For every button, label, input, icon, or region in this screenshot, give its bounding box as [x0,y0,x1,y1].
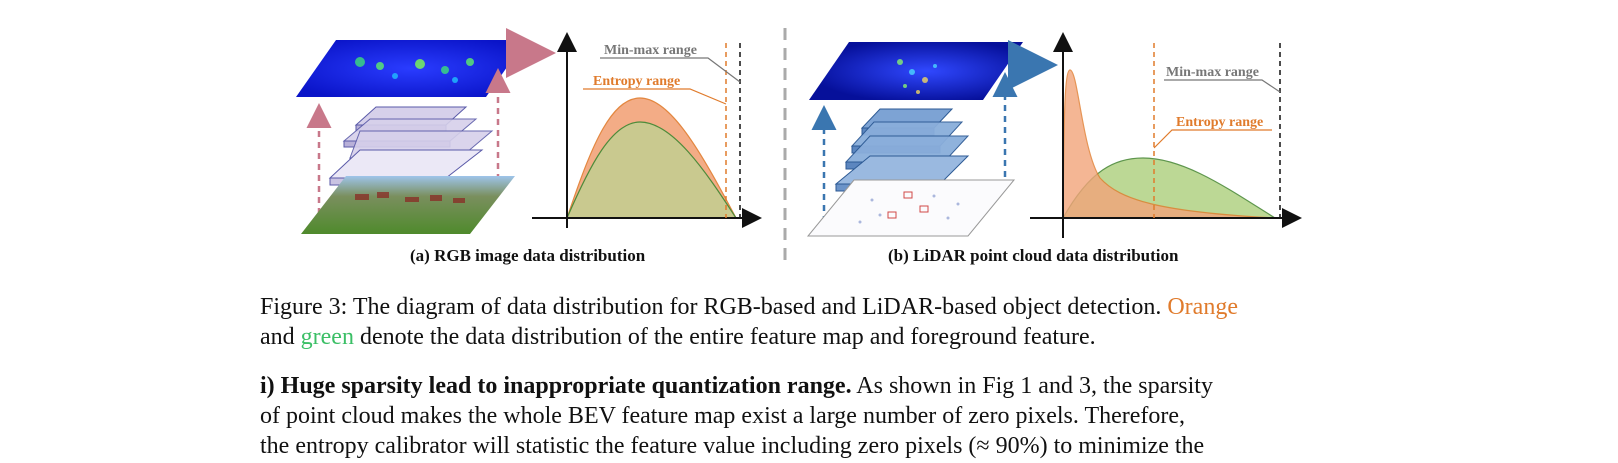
lidar-minmax-label: Min-max range [1166,65,1259,80]
rgb-foreground-distribution-curve [566,121,738,219]
caption-orange-word: Orange [1167,294,1238,320]
figure-3: Min-max range Entropy range [296,28,1302,268]
lidar-entire-distribution-curve [1062,69,1276,219]
paragraph-line-1-rest: As shown in Fig 1 and 3, the sparsity [856,373,1213,399]
panel-b-label: (b) LiDAR point cloud data distribution [888,246,1179,265]
caption-line-2: and green denote the data distribution o… [260,322,1360,352]
paragraph-bold-lead: i) Huge sparsity lead to inappropriate q… [260,373,852,399]
lidar-feature-heatmap [809,42,1023,100]
lidar-entropy-label: Entropy range [1176,115,1263,130]
paragraph-line-2: of point cloud makes the whole BEV featu… [260,403,1186,429]
panel-a-chart: Min-max range Entropy range [532,32,762,228]
body-paragraph: i) Huge sparsity lead to inappropriate q… [260,371,1360,461]
panel-a-label: (a) RGB image data distribution [410,246,646,265]
rgb-feature-heatmap [296,40,526,97]
paragraph-line-3: the entropy calibrator will statistic th… [260,433,1205,459]
rgb-minmax-label: Min-max range [604,43,697,58]
caption-text: Figure 3: The diagram of data distributi… [260,294,1162,320]
rgb-entropy-label: Entropy range [593,74,680,89]
caption-green-word: green [300,324,354,350]
panel-b-chart: Min-max range Entropy range [1030,32,1302,238]
panel-b-illustration [806,40,1058,237]
caption-rest: denote the data distribution of the enti… [359,324,1096,350]
figure-caption: Figure 3: The diagram of data distributi… [260,292,1360,352]
rgb-input-image [301,176,515,234]
caption-line-1: Figure 3: The diagram of data distributi… [260,292,1360,322]
paragraph-line-1: i) Huge sparsity lead to inappropriate q… [260,371,1360,401]
caption-and: and [260,324,295,350]
panel-a-illustration [296,28,556,234]
